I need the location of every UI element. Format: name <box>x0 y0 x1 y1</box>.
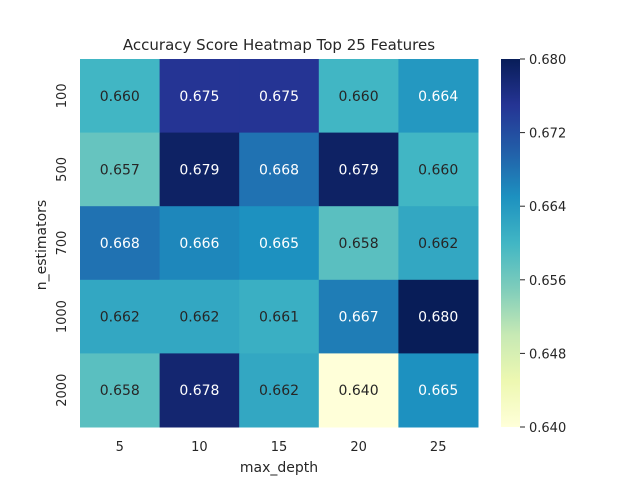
heatmap-cell <box>159 206 240 281</box>
cell-value-label: 0.657 <box>100 162 140 178</box>
cell-value-label: 0.680 <box>418 310 458 326</box>
heatmap-cell <box>80 59 161 134</box>
x-tick-label: 25 <box>430 440 447 455</box>
cell-value-label: 0.679 <box>179 162 219 178</box>
colorbar <box>501 59 520 427</box>
x-axis-label: max_depth <box>240 460 318 476</box>
y-tick-label: 100 <box>55 83 70 108</box>
heatmap-cell <box>80 206 161 281</box>
cell-value-label: 0.662 <box>418 236 458 252</box>
heatmap-cell <box>80 279 161 354</box>
x-tick-label: 10 <box>191 440 208 455</box>
cell-value-label: 0.665 <box>259 236 299 252</box>
heatmap-cell <box>80 353 161 428</box>
x-tick-label: 5 <box>116 440 124 455</box>
x-tick-labels: 5 10 15 20 25 <box>116 440 447 455</box>
colorbar-tick-label: 0.640 <box>529 421 566 436</box>
cell-value-label: 0.666 <box>179 236 219 252</box>
cell-value-label: 0.668 <box>100 236 140 252</box>
colorbar-tick-label: 0.664 <box>529 200 566 215</box>
cell-value-label: 0.675 <box>179 89 219 105</box>
y-tick-label: 2000 <box>55 374 70 407</box>
heatmap-cell <box>239 353 320 428</box>
heatmap-cell <box>318 132 399 207</box>
cell-value-label: 0.678 <box>179 383 219 399</box>
chart-title: Accuracy Score Heatmap Top 25 Features <box>123 36 435 54</box>
heatmap-cells: 0.660 0.675 0.675 0.660 0.664 0.657 0.679 0.668… <box>80 59 479 428</box>
y-axis-label: n_estimators <box>34 200 50 290</box>
colorbar-tick-label: 0.680 <box>529 53 566 68</box>
heatmap-cell <box>159 59 240 134</box>
heatmap-cell <box>318 279 399 354</box>
cell-value-label: 0.658 <box>100 383 140 399</box>
cell-value-label: 0.660 <box>100 89 140 105</box>
cell-value-label: 0.662 <box>100 310 140 326</box>
cell-value-label: 0.668 <box>259 162 299 178</box>
heatmap-cell <box>318 206 399 281</box>
heatmap-cell <box>80 132 161 207</box>
heatmap-cell <box>398 206 479 281</box>
colorbar-ticks: 0.640 0.648 0.656 0.664 0.672 0.680 <box>520 53 566 436</box>
heatmap-cell <box>398 59 479 134</box>
colorbar-tick-label: 0.648 <box>529 347 566 362</box>
cell-value-label: 0.662 <box>179 310 219 326</box>
x-tick-label: 15 <box>271 440 288 455</box>
cell-value-label: 0.662 <box>259 383 299 399</box>
y-tick-labels: 100 500 700 1000 2000 <box>55 83 70 406</box>
colorbar-tick-label: 0.672 <box>529 127 566 142</box>
heatmap-cell <box>239 206 320 281</box>
cell-value-label: 0.665 <box>418 383 458 399</box>
heatmap-cell <box>318 59 399 134</box>
cell-value-label: 0.664 <box>418 89 458 105</box>
cell-value-label: 0.667 <box>339 310 379 326</box>
heatmap-cell <box>239 59 320 134</box>
cell-value-label: 0.660 <box>339 89 379 105</box>
heatmap-cell <box>398 279 479 354</box>
y-tick-label: 500 <box>55 157 70 182</box>
heatmap-cell <box>239 279 320 354</box>
heatmap-cell <box>318 353 399 428</box>
y-tick-label: 1000 <box>55 300 70 333</box>
colorbar-tick-label: 0.656 <box>529 274 566 289</box>
heatmap-cell <box>398 132 479 207</box>
cell-value-label: 0.661 <box>259 310 299 326</box>
x-tick-label: 20 <box>350 440 367 455</box>
cell-value-label: 0.640 <box>339 383 379 399</box>
heatmap-cell <box>159 353 240 428</box>
heatmap-cell <box>159 132 240 207</box>
cell-value-label: 0.675 <box>259 89 299 105</box>
cell-value-label: 0.679 <box>339 162 379 178</box>
y-tick-label: 700 <box>55 231 70 256</box>
heatmap-cell <box>239 132 320 207</box>
heatmap-cell <box>398 353 479 428</box>
cell-value-label: 0.660 <box>418 162 458 178</box>
cell-value-label: 0.658 <box>339 236 379 252</box>
heatmap-cell <box>159 279 240 354</box>
